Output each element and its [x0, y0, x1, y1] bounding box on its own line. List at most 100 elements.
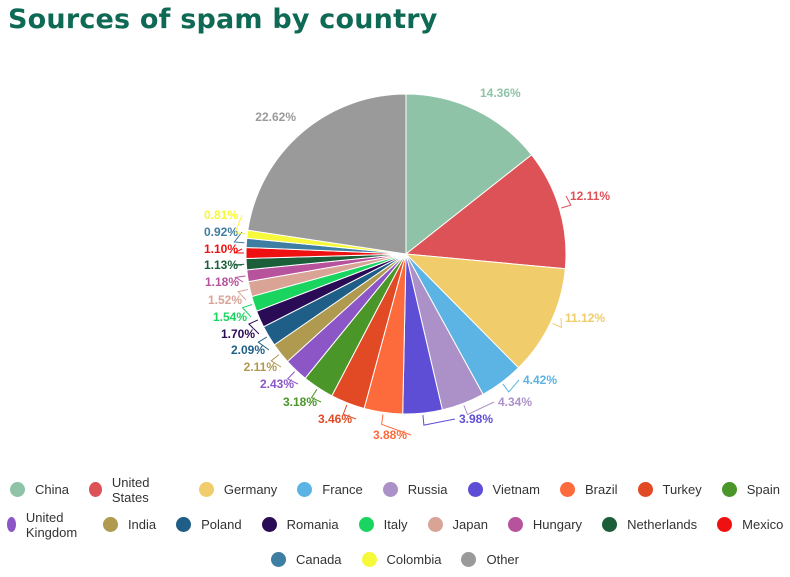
leader-line — [234, 263, 245, 266]
data-label: 1.52% — [208, 293, 242, 307]
legend-item[interactable]: Japan — [427, 517, 488, 532]
legend-item[interactable]: India — [102, 517, 157, 532]
legend-swatch — [88, 482, 102, 497]
data-label: 11.12% — [565, 311, 605, 325]
legend-swatch — [102, 517, 118, 532]
legend-item[interactable]: Other — [461, 552, 519, 567]
legend-swatch — [717, 517, 733, 532]
legend-row: United Kingdom India Poland Romania Italy Jap… — [0, 507, 790, 542]
leader-line — [381, 414, 412, 436]
legend-label: Japan — [452, 517, 488, 532]
legend-row: China United States Germany France Russia Vie… — [0, 472, 790, 507]
data-label: 22.62% — [255, 110, 296, 124]
leader-line — [463, 401, 495, 416]
legend-item[interactable]: Poland — [176, 517, 242, 532]
legend: China United States Germany France Russia Vie… — [0, 472, 790, 577]
legend-item[interactable]: Romania — [261, 517, 339, 532]
data-label: 1.70% — [221, 327, 255, 341]
legend-swatch — [559, 482, 575, 497]
legend-label: Mexico — [742, 517, 784, 532]
leader-line — [342, 404, 357, 420]
legend-swatch — [361, 552, 377, 567]
legend-item[interactable]: Germany — [198, 482, 278, 497]
data-label: 4.34% — [498, 395, 532, 409]
legend-swatch — [176, 517, 192, 532]
leader-line — [241, 304, 253, 318]
legend-item[interactable]: Spain — [721, 482, 780, 497]
legend-label: Italy — [383, 517, 408, 532]
data-label: 1.13% — [204, 258, 238, 272]
leader-line — [422, 415, 456, 426]
leader-line — [552, 317, 563, 329]
leader-line — [233, 248, 245, 254]
data-label: 3.18% — [283, 395, 317, 409]
data-label: 2.09% — [231, 343, 265, 357]
legend-item[interactable]: Mexico — [717, 517, 783, 532]
legend-item[interactable]: France — [297, 482, 363, 497]
legend-label: Brazil — [584, 482, 618, 497]
pie-slice-other — [247, 93, 407, 255]
legend-item[interactable]: China — [10, 482, 69, 497]
legend-item[interactable]: Hungary — [507, 517, 583, 532]
legend-swatch — [467, 482, 483, 497]
legend-label: Hungary — [532, 517, 583, 532]
legend-item[interactable]: Turkey — [637, 482, 702, 497]
legend-swatch — [637, 482, 653, 497]
legend-swatch — [427, 517, 443, 532]
leader-line — [248, 319, 260, 335]
leader-line — [310, 389, 322, 403]
legend-swatch — [507, 517, 523, 532]
leader-line — [233, 231, 245, 244]
legend-item[interactable]: Vietnam — [467, 482, 540, 497]
pie-slice-united-states — [404, 154, 567, 270]
legend-label: Poland — [201, 517, 242, 532]
legend-label: China — [35, 482, 69, 497]
legend-swatch — [6, 517, 16, 532]
leader-line — [561, 195, 572, 209]
leader-line — [257, 336, 270, 351]
legend-swatch — [10, 482, 25, 497]
legend-label: Netherlands — [627, 517, 698, 532]
legend-swatch — [198, 482, 214, 497]
legend-label: France — [322, 482, 363, 497]
pie-slice-germany — [404, 253, 566, 369]
data-label: 4.42% — [523, 373, 557, 387]
data-label: 3.46% — [318, 412, 352, 426]
pie-slice-china — [405, 93, 533, 256]
chart-title: Sources of spam by country — [8, 4, 438, 35]
legend-item[interactable]: Netherlands — [602, 517, 697, 532]
legend-item[interactable]: United Kingdom — [6, 509, 83, 540]
data-label: 3.98% — [459, 412, 493, 426]
legend-swatch — [602, 517, 618, 532]
data-label: 14.36% — [480, 86, 521, 100]
data-label: 0.92% — [204, 225, 238, 239]
legend-label: United States — [111, 474, 150, 505]
data-label: 1.54% — [213, 310, 247, 324]
legend-item[interactable]: Brazil — [559, 482, 618, 497]
legend-label: India — [127, 517, 157, 532]
data-label: 0.81% — [204, 208, 238, 222]
legend-swatch — [271, 552, 286, 567]
legend-item[interactable]: Canada — [271, 552, 342, 567]
data-label: 1.18% — [205, 275, 239, 289]
data-label: 2.11% — [244, 360, 278, 374]
legend-swatch — [358, 517, 374, 532]
legend-swatch — [297, 482, 313, 497]
legend-item[interactable]: Italy — [358, 517, 408, 532]
legend-item[interactable]: Russia — [382, 482, 448, 497]
legend-label: Germany — [223, 482, 278, 497]
leader-line — [286, 371, 299, 385]
legend-label: United Kingdom — [25, 509, 78, 540]
legend-swatch — [461, 552, 477, 567]
data-label: 2.43% — [260, 377, 294, 391]
legend-label: Colombia — [386, 552, 442, 567]
data-label: 3.88% — [373, 428, 407, 442]
leader-line — [234, 214, 246, 235]
data-label: 12.11% — [570, 189, 610, 203]
legend-label: Other — [486, 552, 519, 567]
legend-item[interactable]: United States — [88, 474, 179, 505]
legend-item[interactable]: Colombia — [361, 552, 442, 567]
data-label: 1.10% — [204, 242, 238, 256]
legend-swatch — [261, 517, 277, 532]
leader-line — [234, 275, 246, 283]
